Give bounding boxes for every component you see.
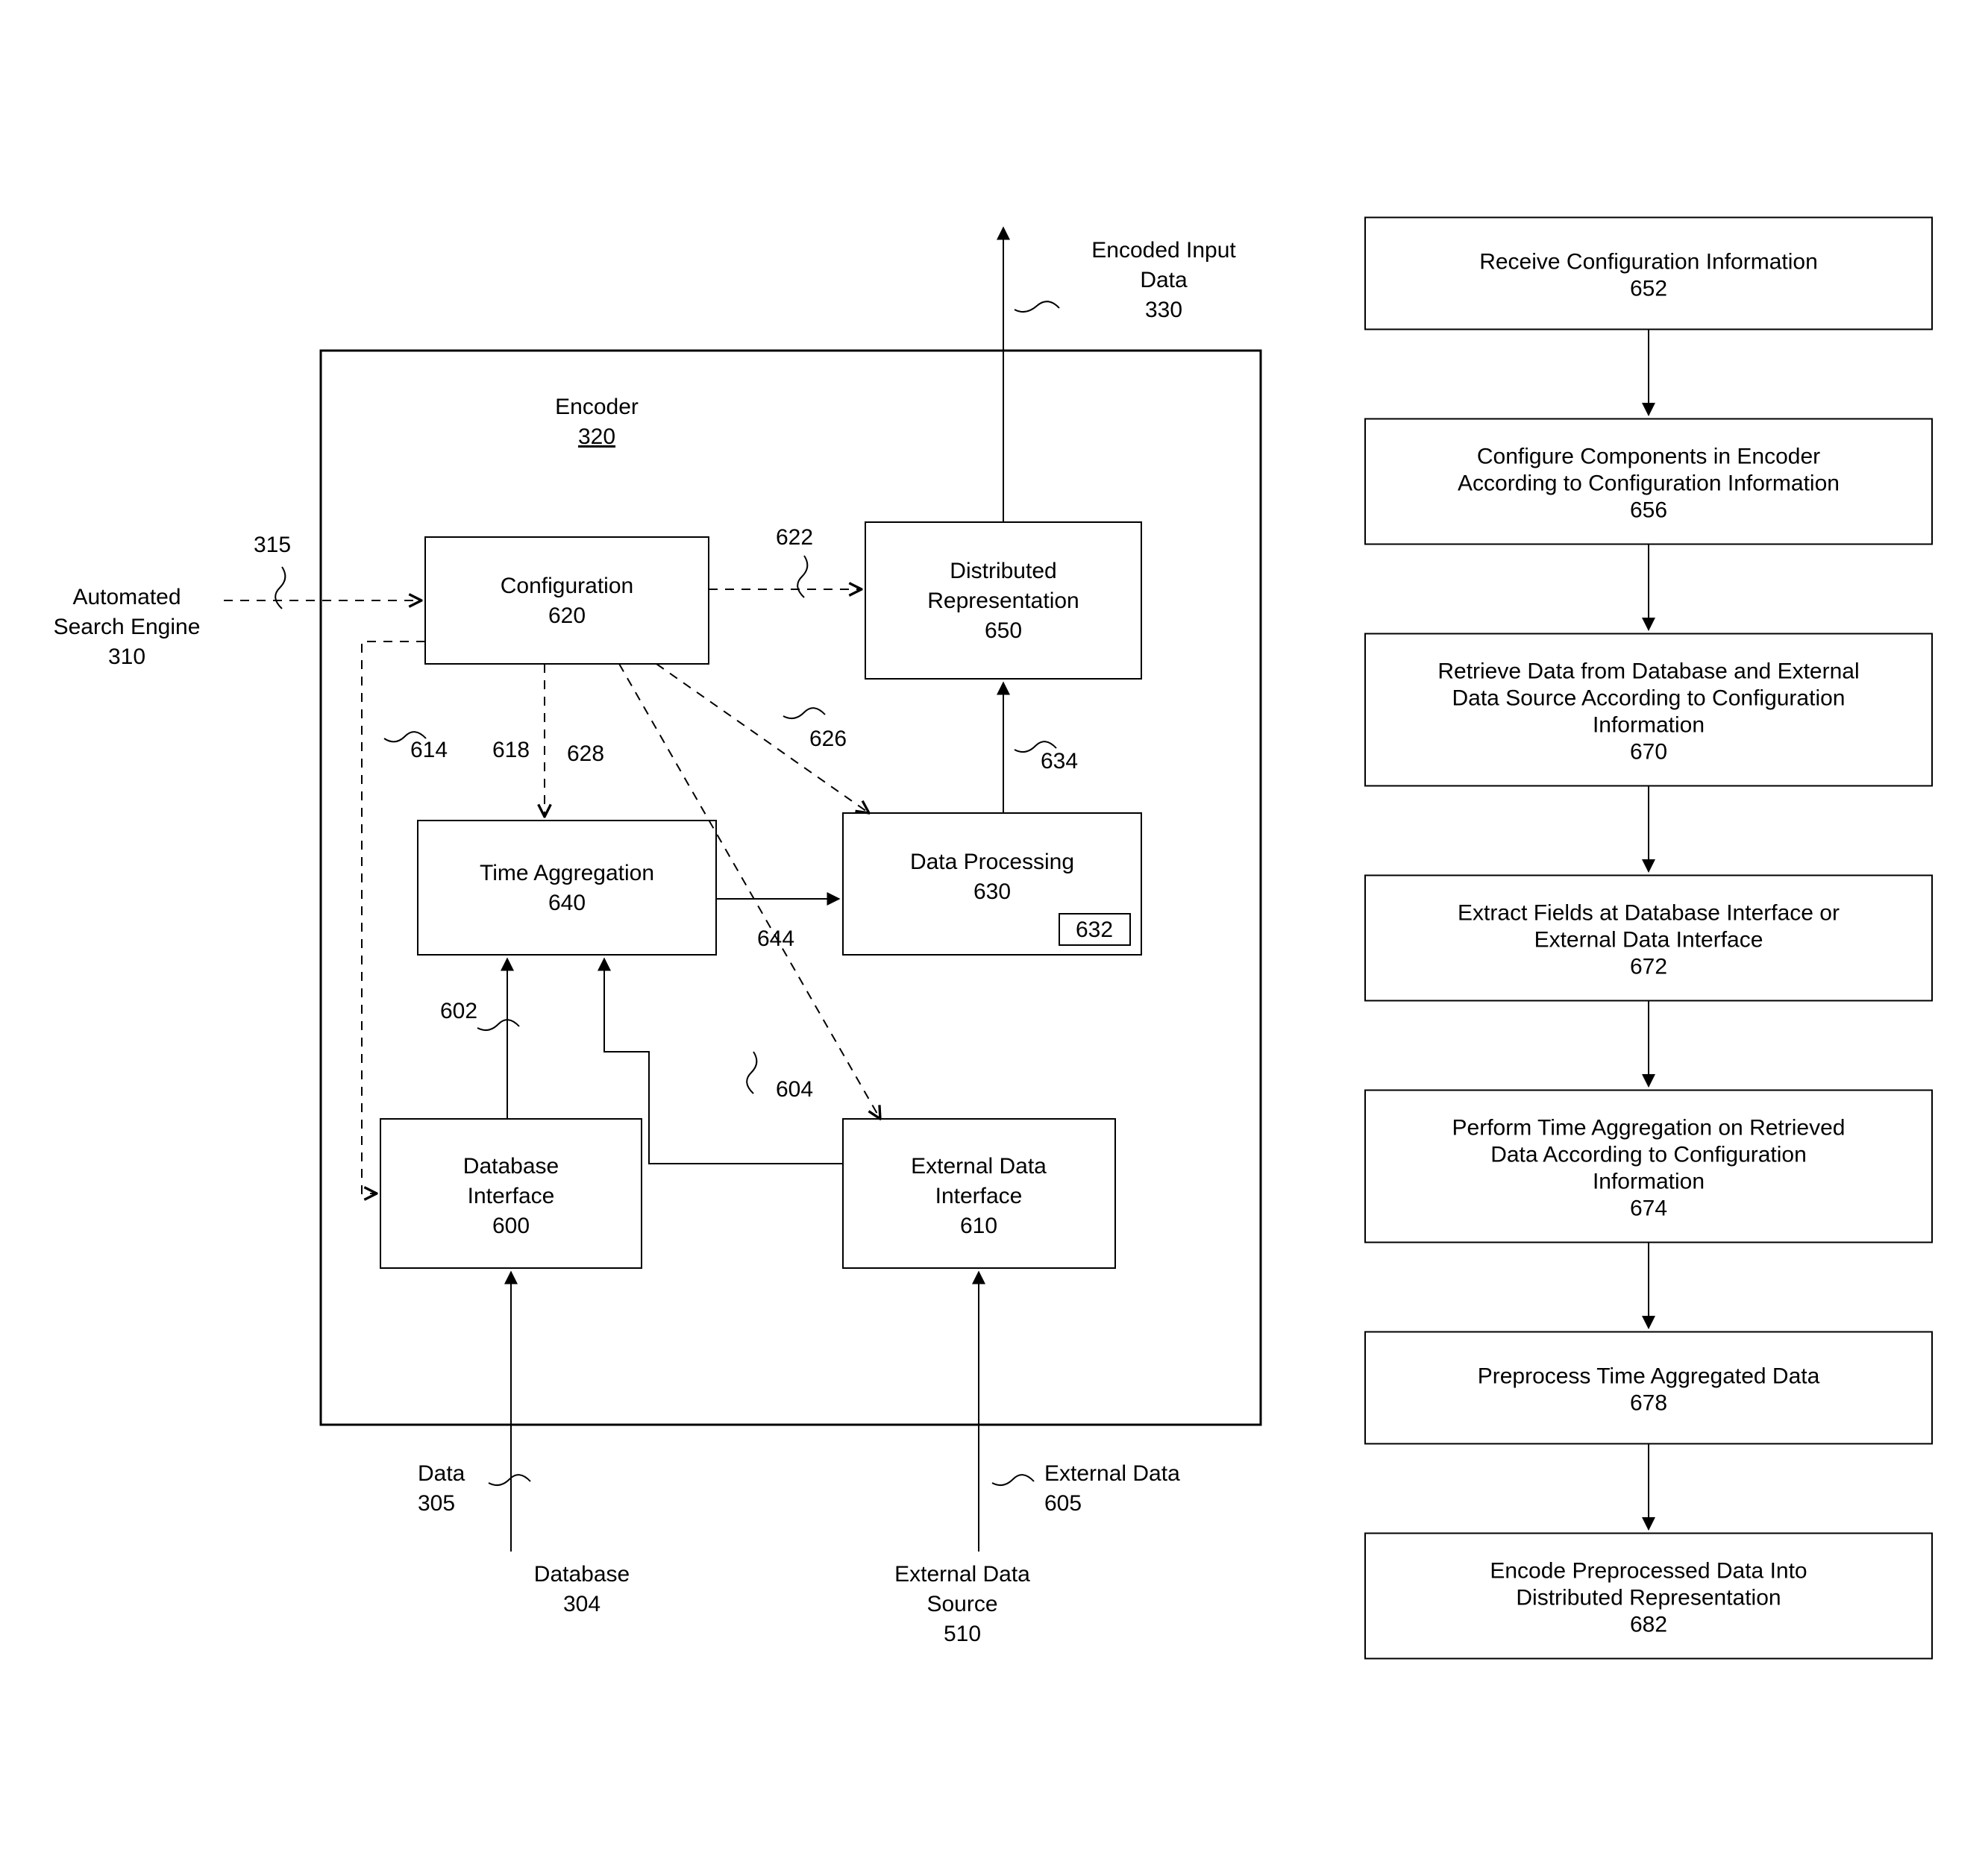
node-data-proc-sub-ref: 632 — [1076, 917, 1113, 942]
node-time-agg-ref: 640 — [548, 891, 586, 915]
flow-step-text: External Data Interface — [1534, 928, 1763, 953]
node-dist-rep-l1: Distributed — [950, 559, 1056, 583]
node-dist-rep-l2: Representation — [927, 589, 1079, 613]
node-db-interface-l1: Database — [463, 1154, 559, 1179]
label-602: 602 — [440, 999, 477, 1023]
flow-step-ref: 670 — [1630, 740, 1667, 765]
ext-eid-l1: Encoded Input — [1091, 238, 1236, 263]
label-604: 604 — [776, 1077, 813, 1102]
tilde-extdata — [992, 1475, 1034, 1485]
flow-step-ref: 678 — [1630, 1391, 1667, 1416]
label-618: 618 — [492, 738, 530, 762]
flowchart: Receive Configuration Information652 Conf… — [1365, 218, 1932, 1659]
tilde-626 — [783, 708, 825, 718]
flow-step-text: Configure Components in Encoder — [1477, 445, 1820, 469]
edge-614 — [362, 641, 425, 1193]
ext-ase-l3: 310 — [108, 644, 145, 669]
ext-ase-l1: Automated — [72, 585, 181, 609]
ext-eid-l2: Data — [1140, 268, 1188, 292]
node-db-interface-ref: 600 — [492, 1214, 530, 1238]
encoder-title: Encoder — [555, 395, 639, 419]
flow-step-ref: 652 — [1630, 277, 1667, 301]
flow-step-text: Encode Preprocessed Data Into — [1490, 1559, 1807, 1584]
flow-step-text: Distributed Representation — [1516, 1586, 1781, 1610]
node-time-agg-label: Time Aggregation — [480, 861, 654, 885]
tilde-622 — [797, 556, 807, 597]
node-ext-interface-ref: 610 — [960, 1214, 997, 1238]
ext-eid-l3: 330 — [1145, 298, 1182, 322]
tilde-output — [1015, 301, 1059, 312]
flow-step-text: Information — [1593, 1170, 1705, 1194]
node-ext-interface-l1: External Data — [911, 1154, 1047, 1179]
ext-eds-l1: External Data — [894, 1562, 1030, 1587]
tilde-602 — [477, 1020, 519, 1030]
node-dist-rep-ref: 650 — [985, 618, 1022, 643]
label-634: 634 — [1041, 749, 1078, 774]
flow-step-text: Perform Time Aggregation on Retrieved — [1452, 1116, 1846, 1141]
flow-step-text: Preprocess Time Aggregated Data — [1478, 1364, 1820, 1389]
node-configuration-label: Configuration — [501, 574, 633, 598]
node-data-proc-ref: 630 — [973, 879, 1011, 904]
flow-step-ref: 672 — [1630, 955, 1667, 979]
flow-step-ref: 682 — [1630, 1613, 1667, 1637]
flow-step-text: Retrieve Data from Database and External — [1437, 659, 1859, 684]
node-data-proc-label: Data Processing — [910, 850, 1074, 874]
ext-extdata-l2: 605 — [1044, 1491, 1082, 1516]
label-644: 644 — [757, 926, 794, 951]
ext-eds-l3: 510 — [944, 1622, 981, 1646]
label-614: 614 — [410, 738, 448, 762]
encoder-ref: 320 — [578, 424, 615, 449]
ext-db-l1: Database — [534, 1562, 630, 1587]
flow-step-text: Extract Fields at Database Interface or — [1458, 901, 1840, 926]
ext-data-l1: Data — [418, 1461, 465, 1486]
tilde-315 — [275, 567, 285, 609]
label-315: 315 — [254, 533, 291, 557]
flow-step-ref: 656 — [1630, 498, 1667, 523]
ext-data-l2: 305 — [418, 1491, 455, 1516]
label-622: 622 — [776, 525, 813, 550]
node-configuration — [425, 537, 709, 664]
node-time-agg — [418, 821, 716, 955]
flow-step-text: Information — [1593, 713, 1705, 738]
flow-step-text: Data Source According to Configuration — [1452, 686, 1846, 711]
ext-ase-l2: Search Engine — [54, 615, 201, 639]
flow-step-text: Data According to Configuration — [1490, 1143, 1807, 1167]
node-ext-interface-l2: Interface — [935, 1184, 1023, 1208]
ext-extdata-l1: External Data — [1044, 1461, 1180, 1486]
ext-eds-l2: Source — [926, 1592, 997, 1616]
ext-db-l2: 304 — [563, 1592, 601, 1616]
flow-step-ref: 674 — [1630, 1196, 1667, 1221]
node-configuration-ref: 620 — [548, 603, 586, 628]
tilde-604 — [747, 1052, 756, 1094]
flow-step-text: According to Configuration Information — [1458, 471, 1840, 496]
flow-step-text: Receive Configuration Information — [1479, 250, 1818, 275]
tilde-data — [489, 1475, 530, 1485]
label-626: 626 — [809, 727, 847, 751]
label-628: 628 — [567, 741, 604, 766]
node-db-interface-l2: Interface — [468, 1184, 555, 1208]
